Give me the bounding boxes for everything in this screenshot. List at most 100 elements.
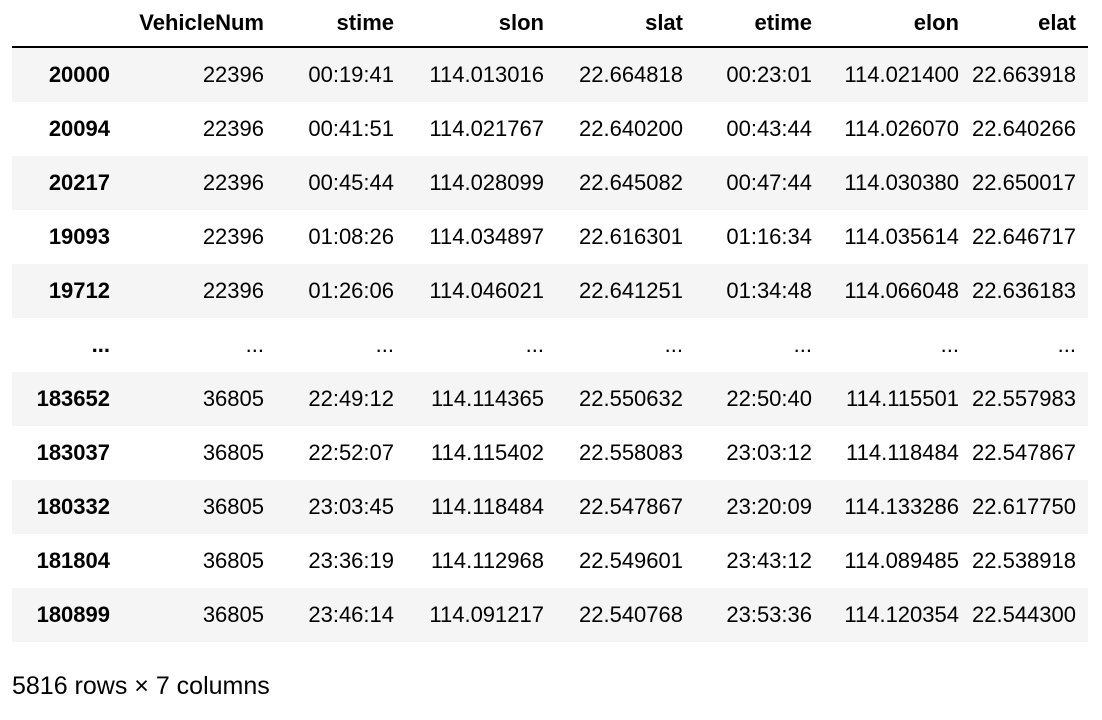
table-row: 183652 36805 22:49:12 114.114365 22.550632 22… <box>12 372 1088 426</box>
row-index: 183037 <box>36 440 110 465</box>
table-cell: 114.034897 <box>429 224 544 249</box>
table-cell: 01:34:48 <box>726 278 812 303</box>
table-cell: 22396 <box>202 116 264 141</box>
table-cell: 114.046021 <box>429 278 544 303</box>
table-cell: 114.133286 <box>844 494 959 519</box>
table-cell: 23:03:12 <box>726 440 812 465</box>
index-header <box>12 0 120 48</box>
table-cell: 22:50:40 <box>726 386 812 411</box>
table-cell: 00:23:01 <box>726 62 812 87</box>
row-index: 180899 <box>36 602 110 627</box>
row-index: 20094 <box>48 116 110 141</box>
column-header: stime <box>276 0 406 48</box>
row-index: 183652 <box>36 386 110 411</box>
row-index: 20217 <box>48 170 110 195</box>
table-cell: 36805 <box>202 440 264 465</box>
table-body: 20000 22396 00:19:41 114.013016 22.664818 00:… <box>12 47 1088 642</box>
table-cell: 00:45:44 <box>308 170 394 195</box>
row-index: 19093 <box>48 224 110 249</box>
table-cell: 114.089485 <box>844 548 959 573</box>
table-cell: 22.549601 <box>579 548 683 573</box>
header-row: VehicleNum stime slon slat etime elon elat <box>12 0 1088 48</box>
table-cell: 36805 <box>202 602 264 627</box>
table-cell: ... <box>664 332 683 357</box>
table-cell: 114.112968 <box>431 548 544 573</box>
column-header: elon <box>824 0 971 48</box>
table-cell: 22.645082 <box>579 170 683 195</box>
table-cell: 22:49:12 <box>308 386 394 411</box>
row-index: ... <box>91 332 110 357</box>
dataframe-output: VehicleNum stime slon slat etime elon elat 200… <box>12 0 1088 642</box>
table-cell: 22396 <box>202 278 264 303</box>
table-cell: 22.544300 <box>972 602 1076 627</box>
table-cell: 22.547867 <box>972 440 1076 465</box>
table-cell: 114.114365 <box>431 386 544 411</box>
table-cell: 114.115402 <box>431 440 544 465</box>
table-cell: 114.120354 <box>844 602 959 627</box>
table-cell: 22.557983 <box>972 386 1076 411</box>
table-row: 180899 36805 23:46:14 114.091217 22.540768 23… <box>12 588 1088 642</box>
table-cell: 114.066048 <box>844 278 959 303</box>
table-cell: ... <box>245 332 264 357</box>
table-cell: 23:03:45 <box>308 494 394 519</box>
column-header: slon <box>406 0 556 48</box>
table-cell: 22.650017 <box>972 170 1076 195</box>
table-row: 183037 36805 22:52:07 114.115402 22.558083 23… <box>12 426 1088 480</box>
table-cell: 01:26:06 <box>308 278 394 303</box>
ellipsis-row: ........................ <box>12 318 1088 372</box>
table-cell: ... <box>793 332 812 357</box>
table-cell: 01:08:26 <box>308 224 394 249</box>
table-cell: 114.091217 <box>429 602 544 627</box>
table-cell: 22.550632 <box>579 386 683 411</box>
table-cell: 114.028099 <box>429 170 544 195</box>
table-cell: ... <box>525 332 544 357</box>
table-cell: 22.547867 <box>579 494 683 519</box>
table-row: 180332 36805 23:03:45 114.118484 22.547867 23… <box>12 480 1088 534</box>
table-cell: 22.558083 <box>579 440 683 465</box>
table-cell: 00:43:44 <box>726 116 812 141</box>
table-cell: 23:20:09 <box>726 494 812 519</box>
dataframe-shape-text: 5816 rows × 7 columns <box>12 672 270 700</box>
table-cell: 22.538918 <box>972 548 1076 573</box>
table-cell: 114.118484 <box>846 440 959 465</box>
table-row: 181804 36805 23:36:19 114.112968 22.549601 23… <box>12 534 1088 588</box>
table-cell: 22396 <box>202 170 264 195</box>
table-cell: 114.115501 <box>846 386 959 411</box>
table-cell: 00:47:44 <box>726 170 812 195</box>
table-row: 19712 22396 01:26:06 114.046021 22.641251 01:… <box>12 264 1088 318</box>
table-cell: 22:52:07 <box>308 440 394 465</box>
table-row: 20094 22396 00:41:51 114.021767 22.640200 00:… <box>12 102 1088 156</box>
table-cell: 23:43:12 <box>726 548 812 573</box>
row-index: 180332 <box>36 494 110 519</box>
column-header: slat <box>556 0 695 48</box>
table-cell: 23:53:36 <box>726 602 812 627</box>
table-cell: 36805 <box>202 386 264 411</box>
table-row: 20217 22396 00:45:44 114.028099 22.645082 00:… <box>12 156 1088 210</box>
table-cell: 23:36:19 <box>308 548 394 573</box>
table-row: 19093 22396 01:08:26 114.034897 22.616301 01:… <box>12 210 1088 264</box>
row-index: 20000 <box>48 62 110 87</box>
table-cell: ... <box>1057 332 1076 357</box>
dataframe-table: VehicleNum stime slon slat etime elon elat 200… <box>12 0 1088 642</box>
table-cell: 114.030380 <box>844 170 959 195</box>
table-cell: 00:19:41 <box>308 62 394 87</box>
table-cell: ... <box>375 332 394 357</box>
table-cell: 114.118484 <box>431 494 544 519</box>
table-cell: 114.013016 <box>429 62 544 87</box>
table-cell: 01:16:34 <box>726 224 812 249</box>
table-cell: 22.540768 <box>579 602 683 627</box>
column-header: VehicleNum <box>120 0 276 48</box>
table-cell: 22.640200 <box>579 116 683 141</box>
table-cell: 23:46:14 <box>308 602 394 627</box>
table-cell: 22396 <box>202 224 264 249</box>
row-index: 19712 <box>48 278 110 303</box>
table-cell: 36805 <box>202 494 264 519</box>
table-cell: 22.641251 <box>579 278 683 303</box>
table-cell: 22.636183 <box>972 278 1076 303</box>
table-header: VehicleNum stime slon slat etime elon elat <box>12 0 1088 48</box>
table-cell: 114.021400 <box>844 62 959 87</box>
table-cell: 22.646717 <box>972 224 1076 249</box>
table-cell: 22.663918 <box>972 62 1076 87</box>
table-cell: 22.617750 <box>972 494 1076 519</box>
column-header: etime <box>695 0 824 48</box>
